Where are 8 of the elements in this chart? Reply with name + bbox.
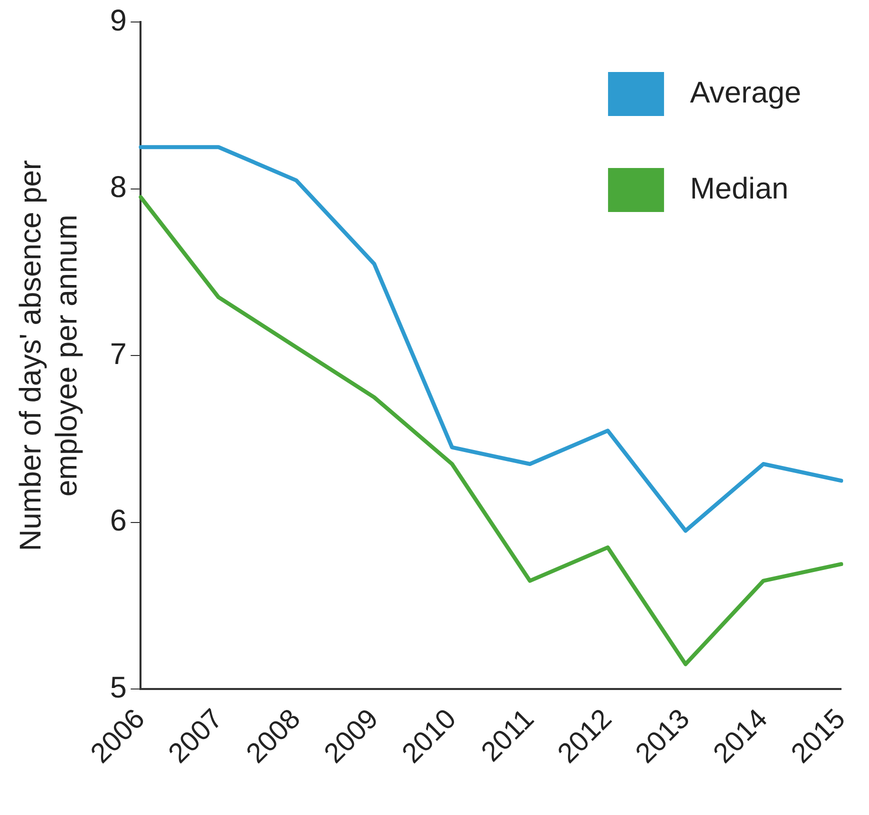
- y-tick-label: 6: [110, 504, 127, 538]
- y-axis-title: Number of days' absence per employee per annum: [14, 160, 84, 552]
- legend-label: Median: [690, 172, 788, 206]
- y-tick-label: 8: [110, 171, 127, 204]
- y-tick-label: 5: [110, 671, 127, 704]
- legend-label: Average: [690, 76, 802, 110]
- y-tick-label: 7: [110, 338, 127, 371]
- y-tick-label: 9: [110, 4, 127, 38]
